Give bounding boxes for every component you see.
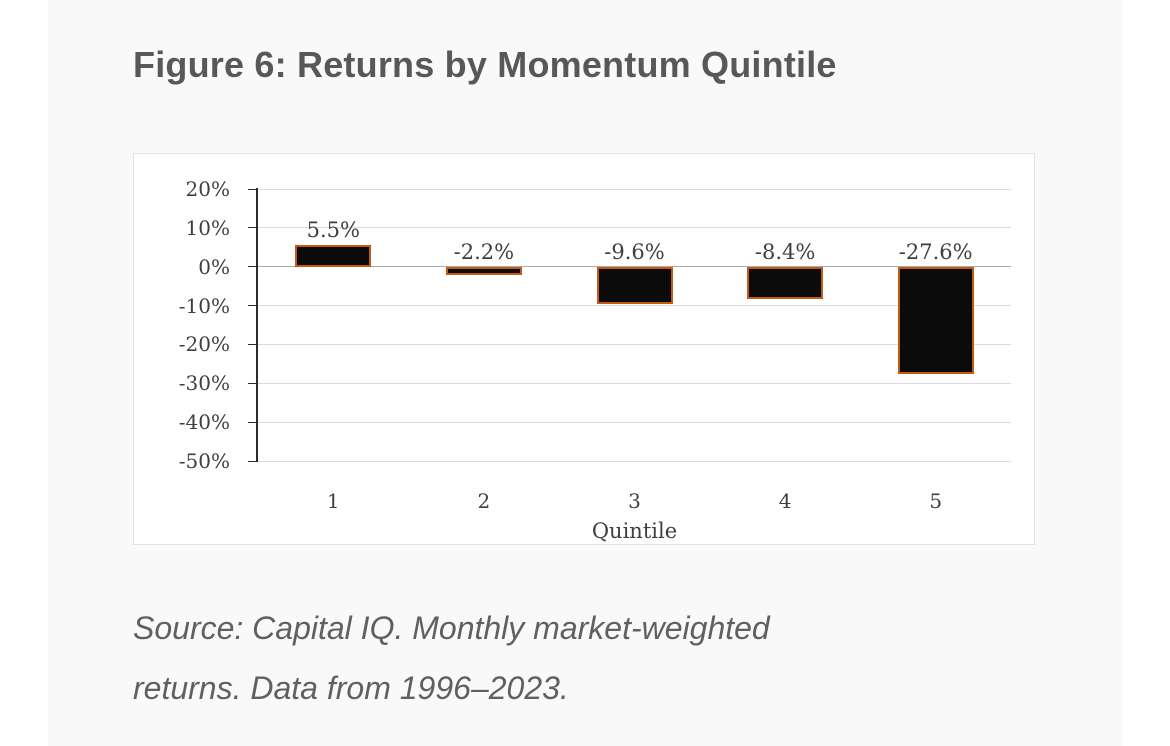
bar-value-label: -2.2%	[453, 239, 515, 264]
gridline	[258, 188, 1011, 190]
y-axis-tick	[248, 188, 258, 190]
y-axis-line	[256, 188, 258, 462]
y-axis-tick	[248, 227, 258, 229]
x-tick-label: 3	[628, 489, 641, 513]
gridline	[258, 460, 1011, 462]
bar-chart: 20% 10% 0% -10% -20% -30% -40% -50% 5.5% 1 -2.2% 2 -…	[134, 154, 1034, 544]
y-axis-tick	[248, 460, 258, 462]
y-tick-label: -20%	[178, 332, 230, 357]
bar-value-label: -8.4%	[754, 239, 816, 264]
y-axis-tick	[248, 421, 258, 423]
source-line-2: returns. Data from 1996–2023.	[133, 670, 569, 706]
bar-value-label: -27.6%	[898, 239, 973, 264]
gridline	[258, 343, 1011, 345]
x-tick-label: 2	[477, 489, 491, 513]
y-tick-label: 10%	[185, 215, 230, 240]
bar-quintile-3	[596, 266, 673, 304]
y-tick-label: 0%	[198, 254, 230, 279]
figure-block: Figure 6: Returns by Momentum Quintile 2…	[48, 0, 1122, 746]
y-tick-label: -50%	[178, 449, 230, 473]
x-tick-label: 1	[326, 489, 340, 513]
y-tick-label: -30%	[178, 371, 230, 396]
gridline	[258, 382, 1011, 384]
gridline	[258, 305, 1011, 307]
gridline	[258, 421, 1011, 423]
figure-title: Figure 6: Returns by Momentum Quintile	[133, 44, 837, 85]
bar-value-label: 5.5%	[306, 218, 360, 243]
bar-quintile-4	[747, 266, 824, 300]
bar-value-label: -9.6%	[604, 239, 665, 264]
bar-quintile-2	[445, 266, 522, 276]
x-tick-label: 5	[929, 489, 943, 513]
y-axis-tick	[248, 305, 258, 307]
x-tick-label: 4	[778, 489, 792, 513]
source-line-1: Source: Capital IQ. Monthly market-weigh…	[133, 610, 770, 646]
x-axis-title: Quintile	[591, 519, 678, 543]
y-axis-tick	[248, 382, 258, 384]
y-tick-label: 20%	[185, 177, 230, 201]
gridline	[258, 227, 1011, 229]
bar-quintile-5	[897, 266, 974, 374]
chart-panel: 20% 10% 0% -10% -20% -30% -40% -50% 5.5% 1 -2.2% 2 -…	[133, 153, 1035, 545]
y-axis-tick	[248, 266, 258, 268]
bar-quintile-1	[295, 245, 372, 267]
source-note: Source: Capital IQ. Monthly market-weigh…	[133, 598, 1073, 718]
y-tick-label: -10%	[178, 293, 230, 318]
y-tick-label: -40%	[178, 410, 230, 435]
y-axis-tick	[248, 343, 258, 345]
